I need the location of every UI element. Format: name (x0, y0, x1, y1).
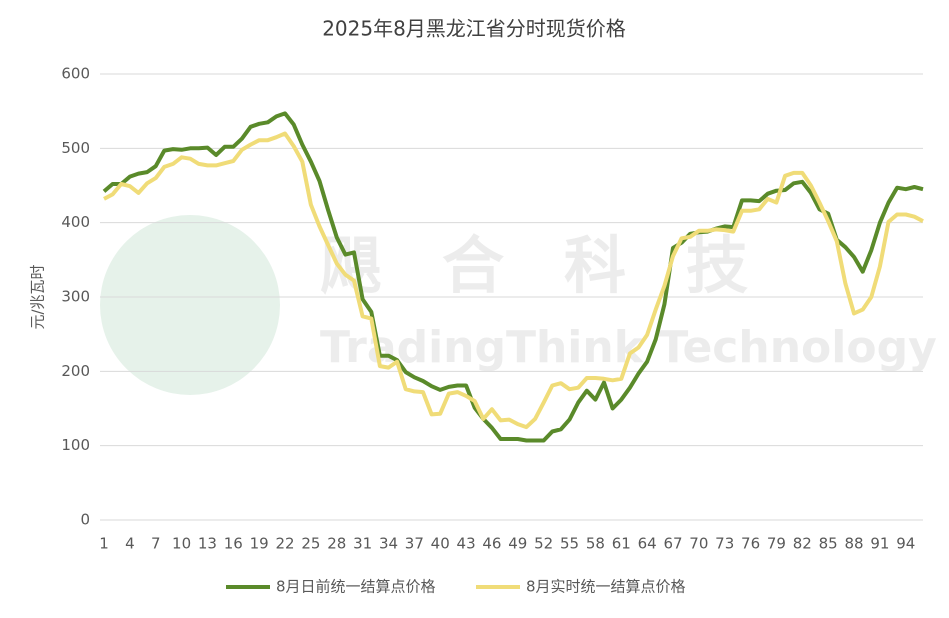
x-tick-label: 85 (819, 535, 838, 553)
x-tick-label: 94 (896, 535, 915, 553)
series-line (103, 131, 924, 430)
x-tick-label: 73 (715, 535, 734, 553)
watermark-text: 飓合科技 (320, 229, 808, 302)
x-tick-label: 55 (560, 535, 579, 553)
y-tick-label: 200 (61, 362, 90, 380)
x-tick-label: 82 (793, 535, 812, 553)
x-tick-label: 49 (508, 535, 527, 553)
x-tick-label: 43 (457, 535, 476, 553)
x-tick-label: 1 (99, 535, 109, 553)
y-tick-label: 400 (61, 213, 90, 231)
x-tick-label: 34 (379, 535, 398, 553)
x-tick-label: 67 (663, 535, 682, 553)
chart-title: 2025年8月黑龙江省分时现货价格 (322, 17, 626, 41)
y-tick-label: 600 (61, 65, 90, 83)
y-tick-label: 0 (80, 511, 90, 529)
watermark: 飓合科技 TradingThink Technology (100, 215, 937, 395)
y-tick-label: 100 (61, 436, 90, 454)
watermark-text: TradingThink Technology (320, 322, 937, 373)
x-tick-label: 31 (353, 535, 372, 553)
x-tick-label: 70 (689, 535, 708, 553)
x-tick-label: 61 (612, 535, 631, 553)
x-tick-label: 88 (844, 535, 863, 553)
legend-label: 8月实时统一结算点价格 (526, 578, 686, 596)
y-axis-label: 元/兆瓦时 (29, 264, 47, 329)
watermark-logo (100, 215, 280, 395)
x-tick-label: 46 (482, 535, 501, 553)
x-tick-label: 37 (405, 535, 424, 553)
series-line (102, 111, 924, 443)
x-tick-label: 79 (767, 535, 786, 553)
y-tick-label: 300 (61, 288, 90, 306)
legend-label: 8月日前统一结算点价格 (276, 578, 436, 596)
x-tick-label: 52 (534, 535, 553, 553)
x-tick-label: 40 (431, 535, 450, 553)
x-tick-label: 91 (870, 535, 889, 553)
x-tick-label: 28 (327, 535, 346, 553)
x-tick-label: 25 (301, 535, 320, 553)
x-tick-label: 10 (172, 535, 191, 553)
x-tick-label: 16 (224, 535, 243, 553)
x-tick-label: 19 (250, 535, 269, 553)
x-tick-label: 7 (151, 535, 161, 553)
y-tick-label: 500 (61, 139, 90, 157)
x-tick-label: 13 (198, 535, 217, 553)
x-tick-label: 22 (275, 535, 294, 553)
x-tick-label: 4 (125, 535, 135, 553)
x-tick-label: 58 (586, 535, 605, 553)
x-tick-label: 76 (741, 535, 760, 553)
x-tick-label: 64 (638, 535, 657, 553)
